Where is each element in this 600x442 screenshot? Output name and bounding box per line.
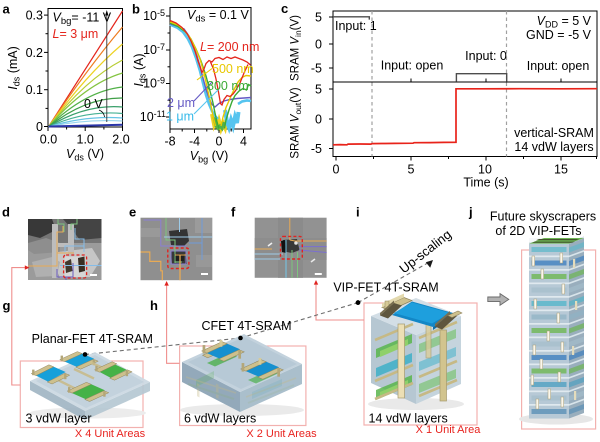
svg-text:d: d — [2, 205, 10, 220]
svg-text:-8: -8 — [164, 135, 175, 149]
svg-text:10-11: 10-11 — [140, 109, 166, 124]
svg-text:VIP-FET 4T-SRAM: VIP-FET 4T-SRAM — [333, 281, 438, 295]
svg-text:500 nm: 500 nm — [212, 62, 254, 76]
svg-text:Planar-FET 4T-SRAM: Planar-FET 4T-SRAM — [32, 332, 153, 346]
svg-text:0.3: 0.3 — [26, 9, 43, 23]
svg-text:0: 0 — [333, 163, 340, 177]
svg-text:4: 4 — [240, 135, 247, 149]
svg-text:SRAM Vout(V): SRAM Vout(V) — [290, 87, 303, 158]
svg-text:Input: open: Input: open — [527, 59, 590, 73]
svg-text:0: 0 — [315, 113, 322, 127]
svg-text:6 vdW layers: 6 vdW layers — [184, 412, 256, 426]
svg-text:14 vdW layers: 14 vdW layers — [369, 412, 448, 426]
svg-text:2 μm: 2 μm — [167, 96, 195, 110]
svg-text:Input: 1: Input: 1 — [335, 19, 377, 33]
svg-text:a: a — [3, 2, 11, 17]
svg-text:VDD = 5 V: VDD = 5 V — [537, 14, 592, 30]
svg-text:i: i — [356, 205, 360, 220]
svg-text:0.1: 0.1 — [26, 83, 43, 97]
svg-text:of 2D VIP-FETs: of 2D VIP-FETs — [495, 224, 581, 238]
svg-text:Time (s): Time (s) — [463, 176, 508, 190]
svg-text:15: 15 — [554, 163, 568, 177]
svg-text:Input: 0: Input: 0 — [465, 49, 507, 63]
svg-text:1.0: 1.0 — [77, 133, 94, 147]
svg-text:Ids (A): Ids (A) — [132, 53, 148, 86]
svg-text:5: 5 — [408, 163, 415, 177]
svg-text:10: 10 — [478, 163, 492, 177]
svg-text:Up-scaling: Up-scaling — [396, 227, 454, 277]
svg-text:0: 0 — [315, 38, 322, 52]
svg-text:800 nm: 800 nm — [207, 79, 249, 93]
svg-text:CFET 4T-SRAM: CFET 4T-SRAM — [201, 319, 291, 333]
svg-text:Ids (mA): Ids (mA) — [6, 46, 22, 90]
svg-text:X 2 Unit Areas: X 2 Unit Areas — [246, 428, 317, 440]
svg-text:Vbg (V): Vbg (V) — [190, 149, 229, 165]
svg-text:10-7: 10-7 — [143, 42, 165, 57]
svg-text:-4: -4 — [189, 135, 200, 149]
svg-text:e: e — [129, 205, 136, 220]
svg-text:Vds = 0.1 V: Vds = 0.1 V — [187, 8, 249, 25]
svg-text:5: 5 — [315, 83, 322, 97]
svg-text:GND = -5 V: GND = -5 V — [526, 28, 592, 42]
svg-text:f: f — [231, 205, 236, 220]
svg-text:10-5: 10-5 — [143, 8, 165, 23]
svg-text:c: c — [281, 1, 288, 16]
svg-text:0 V: 0 V — [84, 97, 103, 111]
svg-text:5: 5 — [315, 11, 322, 25]
svg-text:L= 200 nm: L= 200 nm — [200, 40, 259, 54]
svg-text:-5: -5 — [311, 142, 322, 156]
svg-text:h: h — [150, 298, 158, 313]
svg-text:0: 0 — [36, 120, 43, 134]
svg-text:vertical-SRAM: vertical-SRAM — [514, 126, 594, 140]
svg-text:b: b — [132, 2, 140, 17]
svg-text:0.0: 0.0 — [40, 133, 57, 147]
svg-text:14 vdW layers: 14 vdW layers — [514, 140, 593, 154]
svg-text:0.2: 0.2 — [26, 46, 43, 60]
svg-text:2.0: 2.0 — [112, 133, 129, 147]
svg-text:1 μm: 1 μm — [166, 110, 194, 124]
svg-text:g: g — [3, 298, 11, 313]
svg-text:SRAM Vin(V): SRAM Vin(V) — [290, 15, 303, 81]
svg-text:Vbg= -11 V: Vbg= -11 V — [53, 11, 112, 28]
svg-text:j: j — [468, 205, 473, 220]
svg-text:Vds (V): Vds (V) — [66, 147, 104, 163]
svg-text:L= 3 μm: L= 3 μm — [53, 27, 99, 41]
svg-text:Future skyscrapers: Future skyscrapers — [490, 210, 596, 224]
svg-text:3 vdW layer: 3 vdW layer — [26, 412, 92, 426]
svg-text:X 1 Unit Area: X 1 Unit Area — [416, 424, 482, 436]
svg-text:X 4 Unit Areas: X 4 Unit Areas — [75, 428, 146, 440]
svg-text:0: 0 — [216, 135, 223, 149]
svg-text:Input: open: Input: open — [381, 59, 444, 73]
svg-text:-5: -5 — [311, 62, 322, 76]
